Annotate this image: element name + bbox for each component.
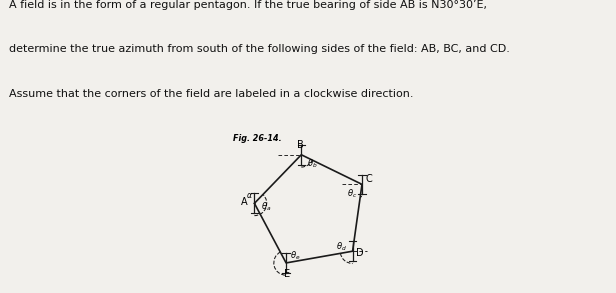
Text: $\theta_{e}$: $\theta_{e}$ [290, 250, 301, 262]
Text: E: E [284, 269, 290, 279]
Text: D: D [356, 248, 364, 258]
Text: Assume that the corners of the field are labeled in a clockwise direction.: Assume that the corners of the field are… [9, 89, 414, 99]
Text: A field is in the form of a regular pentagon. If the true bearing of side AB is : A field is in the form of a regular pent… [9, 0, 487, 10]
Text: $\theta_{d}$: $\theta_{d}$ [336, 240, 347, 253]
Text: Fig. 26-14.: Fig. 26-14. [232, 134, 281, 143]
Text: $\theta_{a}$: $\theta_{a}$ [261, 200, 271, 213]
Text: A: A [241, 197, 248, 207]
Text: B: B [297, 139, 304, 150]
Text: $\theta_{b}$: $\theta_{b}$ [307, 158, 317, 170]
Text: $\theta_{c}$: $\theta_{c}$ [347, 187, 357, 200]
Text: C: C [365, 174, 372, 184]
Text: $\alpha$: $\alpha$ [246, 191, 253, 200]
Text: determine the true azimuth from south of the following sides of the field: AB, B: determine the true azimuth from south of… [9, 45, 510, 54]
